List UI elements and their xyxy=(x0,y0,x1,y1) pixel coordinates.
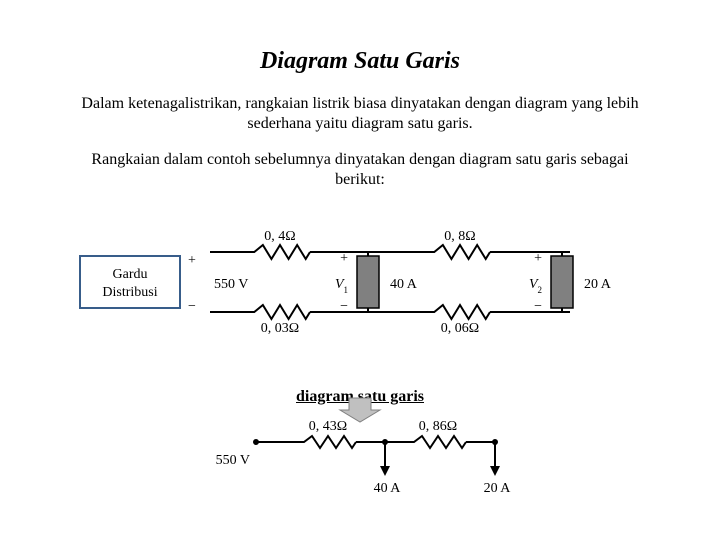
page-title: Diagram Satu Garis xyxy=(0,48,720,75)
gardu-box xyxy=(80,256,180,308)
svg-text:+: + xyxy=(340,251,348,266)
svg-text:550 V: 550 V xyxy=(214,277,248,292)
load-box xyxy=(551,256,573,308)
svg-text:+: + xyxy=(534,251,542,266)
svg-text:−: − xyxy=(188,299,196,314)
svg-text:Gardu: Gardu xyxy=(113,267,148,282)
svg-text:V2: V2 xyxy=(529,277,542,295)
svg-text:0, 4Ω: 0, 4Ω xyxy=(264,229,295,244)
full-circuit: Gardu Distribusi +550 V − 0, 4Ω 0, 8Ω 0, 03Ω 0,… xyxy=(80,229,612,336)
svg-text:0, 86Ω: 0, 86Ω xyxy=(419,419,457,434)
svg-text:550 V: 550 V xyxy=(216,453,250,468)
svg-text:20 A: 20 A xyxy=(484,481,512,496)
svg-text:0, 8Ω: 0, 8Ω xyxy=(444,229,475,244)
svg-text:20 A: 20 A xyxy=(584,277,612,292)
paragraph-1: Dalam ketenagalistrikan, rangkaian listr… xyxy=(70,94,650,134)
svg-text:0, 06Ω: 0, 06Ω xyxy=(441,321,479,336)
svg-text:40 A: 40 A xyxy=(374,481,402,496)
paragraph-2: Rangkaian dalam contoh sebelumnya dinyat… xyxy=(70,150,650,190)
svg-text:V1: V1 xyxy=(335,277,348,295)
svg-text:40 A: 40 A xyxy=(390,277,418,292)
svg-text:−: − xyxy=(534,299,542,314)
circuit-diagrams: Gardu Distribusi +550 V − 0, 4Ω 0, 8Ω 0, 03Ω 0,… xyxy=(0,192,720,532)
svg-text:Distribusi: Distribusi xyxy=(102,285,157,300)
svg-text:−: − xyxy=(340,299,348,314)
one-line-circuit: 550 V 0, 43Ω 40 A 0, 86Ω 20 A xyxy=(216,419,512,496)
svg-text:0, 03Ω: 0, 03Ω xyxy=(261,321,299,336)
svg-text:+: + xyxy=(188,253,196,268)
svg-text:0, 43Ω: 0, 43Ω xyxy=(309,419,347,434)
load-box xyxy=(357,256,379,308)
